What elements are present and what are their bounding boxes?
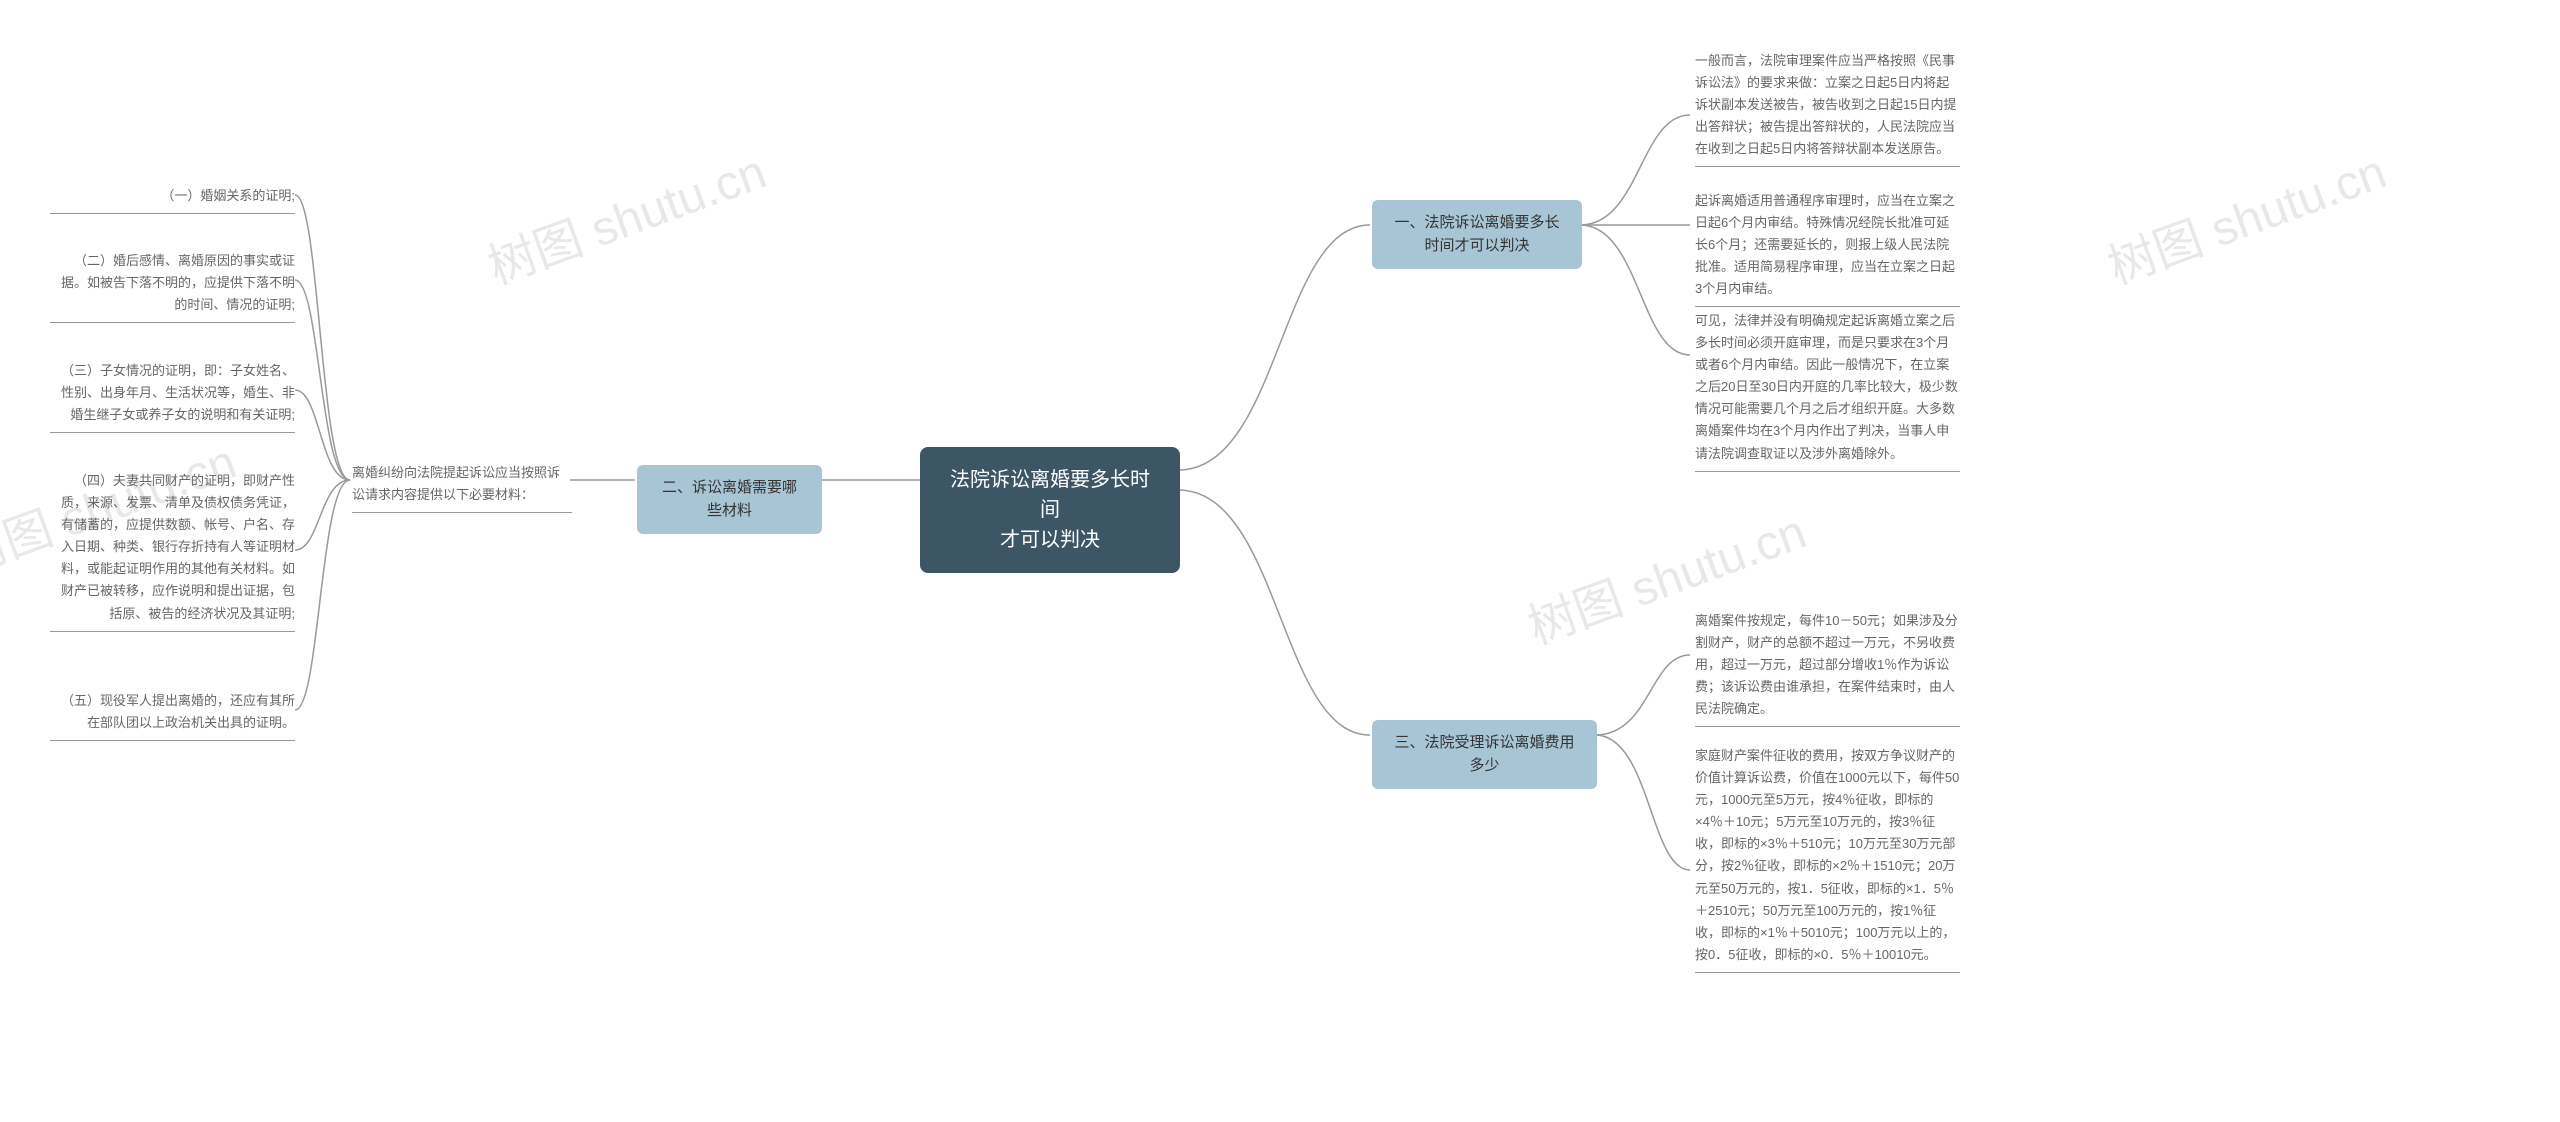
watermark: 树图 shutu.cn (2097, 132, 2394, 297)
section-1-leaf-1: 一般而言，法院审理案件应当严格按照《民事诉讼法》的要求来做：立案之日起5日内将起… (1695, 50, 1960, 167)
section-2-intro: 离婚纠纷向法院提起诉讼应当按照诉讼请求内容提供以下必要材料： (352, 462, 572, 513)
center-title-line1: 法院诉讼离婚要多长时间 (950, 469, 1150, 521)
section-1-leaf-2: 起诉离婚适用普通程序审理时，应当在立案之日起6个月内审结。特殊情况经院长批准可延… (1695, 190, 1960, 307)
section-2-leaf-2: （二）婚后感情、离婚原因的事实或证据。如被告下落不明的，应提供下落不明的时间、情… (50, 250, 295, 323)
section-3-leaf-2: 家庭财产案件征收的费用，按双方争议财产的价值计算诉讼费，价值在1000元以下，每… (1695, 745, 1960, 973)
section-2-leaf-3: （三）子女情况的证明，即：子女姓名、性别、出身年月、生活状况等，婚生、非婚生继子… (50, 360, 295, 433)
section-2-leaf-1: （一）婚姻关系的证明; (50, 185, 295, 214)
connectors (200, 0, 2560, 1122)
center-node: 法院诉讼离婚要多长时间 才可以判决 (920, 447, 1180, 573)
section-3-title: 三、法院受理诉讼离婚费用多少 (1394, 734, 1574, 774)
watermark: 树图 shutu.cn (477, 132, 774, 297)
section-2-title: 二、诉讼离婚需要哪些材料 (662, 479, 797, 519)
section-1-title: 一、法院诉讼离婚要多长时间才可以判决 (1394, 214, 1559, 254)
section-1: 一、法院诉讼离婚要多长时间才可以判决 (1372, 200, 1582, 269)
center-title-line2: 才可以判决 (1000, 529, 1100, 551)
section-3-leaf-1: 离婚案件按规定，每件10－50元；如果涉及分割财产，财产的总额不超过一万元，不另… (1695, 610, 1960, 727)
section-2-leaf-5: （五）现役军人提出离婚的，还应有其所在部队团以上政治机关出具的证明。 (50, 690, 295, 741)
section-1-leaf-3: 可见，法律并没有明确规定起诉离婚立案之后多长时间必须开庭审理，而是只要求在3个月… (1695, 310, 1960, 472)
section-3: 三、法院受理诉讼离婚费用多少 (1372, 720, 1597, 789)
section-2-leaf-4: （四）夫妻共同财产的证明，即财产性质，来源、发票、清单及债权债务凭证，有储蓄的，… (50, 470, 295, 632)
section-2: 二、诉讼离婚需要哪些材料 (637, 465, 822, 534)
